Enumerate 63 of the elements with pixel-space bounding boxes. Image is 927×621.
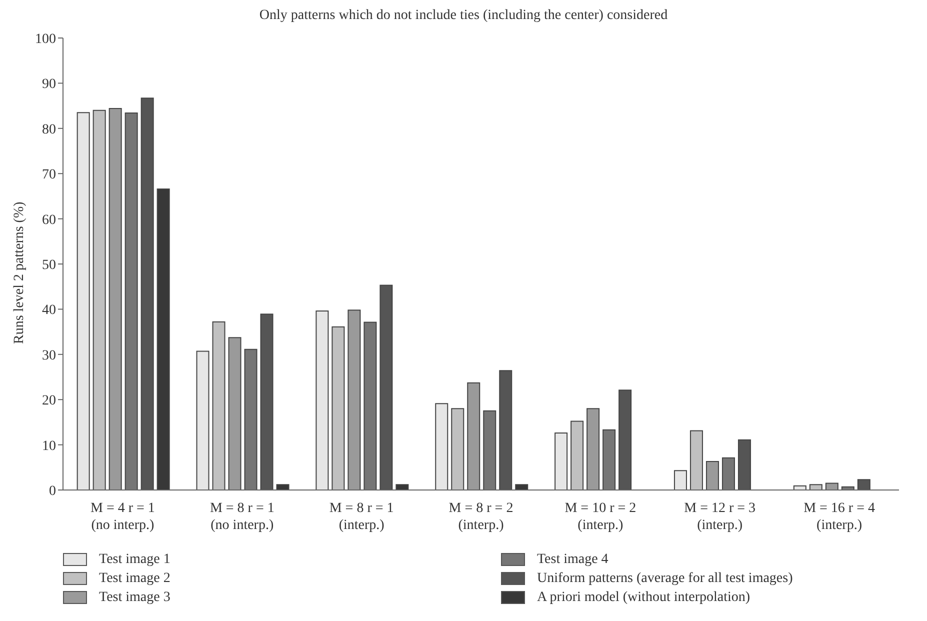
- y-axis-title: Runs level 2 patterns (%): [12, 201, 27, 344]
- legend-label: Test image 1: [99, 552, 170, 568]
- bar: [451, 408, 464, 490]
- y-tick-label: 90: [42, 77, 56, 92]
- x-tick-label: M = 8 r = 1 (interp.): [329, 501, 394, 533]
- bar: [825, 482, 838, 490]
- bar: [499, 370, 512, 490]
- legend-label: Uniform patterns (average for all test images): [536, 570, 793, 586]
- bar: [570, 420, 584, 490]
- bar: [380, 284, 393, 490]
- x-tick-label: M = 16 r = 4 (interp.): [804, 501, 875, 533]
- bar: [602, 429, 616, 490]
- y-tick-label: 40: [42, 303, 56, 318]
- y-tick-label: 80: [42, 122, 56, 138]
- bar: [396, 484, 409, 490]
- y-tick-label: 30: [42, 348, 56, 364]
- y-tick-label: 50: [42, 258, 56, 273]
- bar: [76, 112, 90, 490]
- bar: [212, 321, 226, 490]
- x-tick-label: M = 10 r = 2 (interp.): [564, 501, 636, 533]
- x-tick-label: M = 12 r = 3 (interp.): [684, 501, 756, 533]
- bar: [140, 98, 154, 490]
- y-tick-label: 0: [49, 484, 56, 499]
- bar: [364, 322, 377, 490]
- bar: [260, 314, 274, 490]
- bar: [722, 457, 735, 490]
- y-tick-label: 70: [42, 168, 56, 183]
- y-tick-label: 100: [35, 32, 56, 47]
- bar: [316, 310, 329, 490]
- y-tick-label: 10: [42, 438, 56, 454]
- bar: [690, 430, 703, 490]
- bar: [332, 326, 345, 490]
- bar: [809, 484, 822, 490]
- x-tick-label: M = 4 r = 1 (no interp.): [90, 501, 155, 533]
- bar: [706, 461, 719, 490]
- y-tick-label: 20: [42, 394, 56, 409]
- bar: [515, 484, 528, 490]
- bar: [156, 188, 170, 490]
- bar: [196, 350, 210, 490]
- legend-label: A priori model (without interpolation): [536, 590, 750, 606]
- bar: [92, 110, 106, 490]
- bar: [554, 432, 568, 490]
- bar: [674, 470, 687, 490]
- bar: [483, 410, 496, 490]
- legend-label: Test image 3: [99, 590, 170, 606]
- chart-title: Only patterns which do not include ties (including the center) considered: [258, 8, 669, 25]
- bar: [244, 348, 258, 490]
- bar: [228, 337, 242, 490]
- y-tick-label: 60: [42, 212, 56, 228]
- bar: [857, 479, 870, 490]
- bar: [276, 484, 290, 490]
- x-tick-label: M = 8 r = 2 (interp.): [448, 501, 514, 533]
- bar: [108, 108, 122, 490]
- bar: [618, 390, 632, 490]
- x-tick-label: M = 8 r = 1 (no interp.): [210, 501, 274, 533]
- legend-label: Test image 4: [536, 552, 608, 568]
- bar: [467, 382, 480, 490]
- bar: [738, 439, 751, 490]
- legend-label: Test image 2: [99, 570, 170, 586]
- bar: [348, 310, 361, 490]
- bar: [586, 408, 600, 490]
- bar: [435, 403, 448, 490]
- bar: [124, 112, 138, 490]
